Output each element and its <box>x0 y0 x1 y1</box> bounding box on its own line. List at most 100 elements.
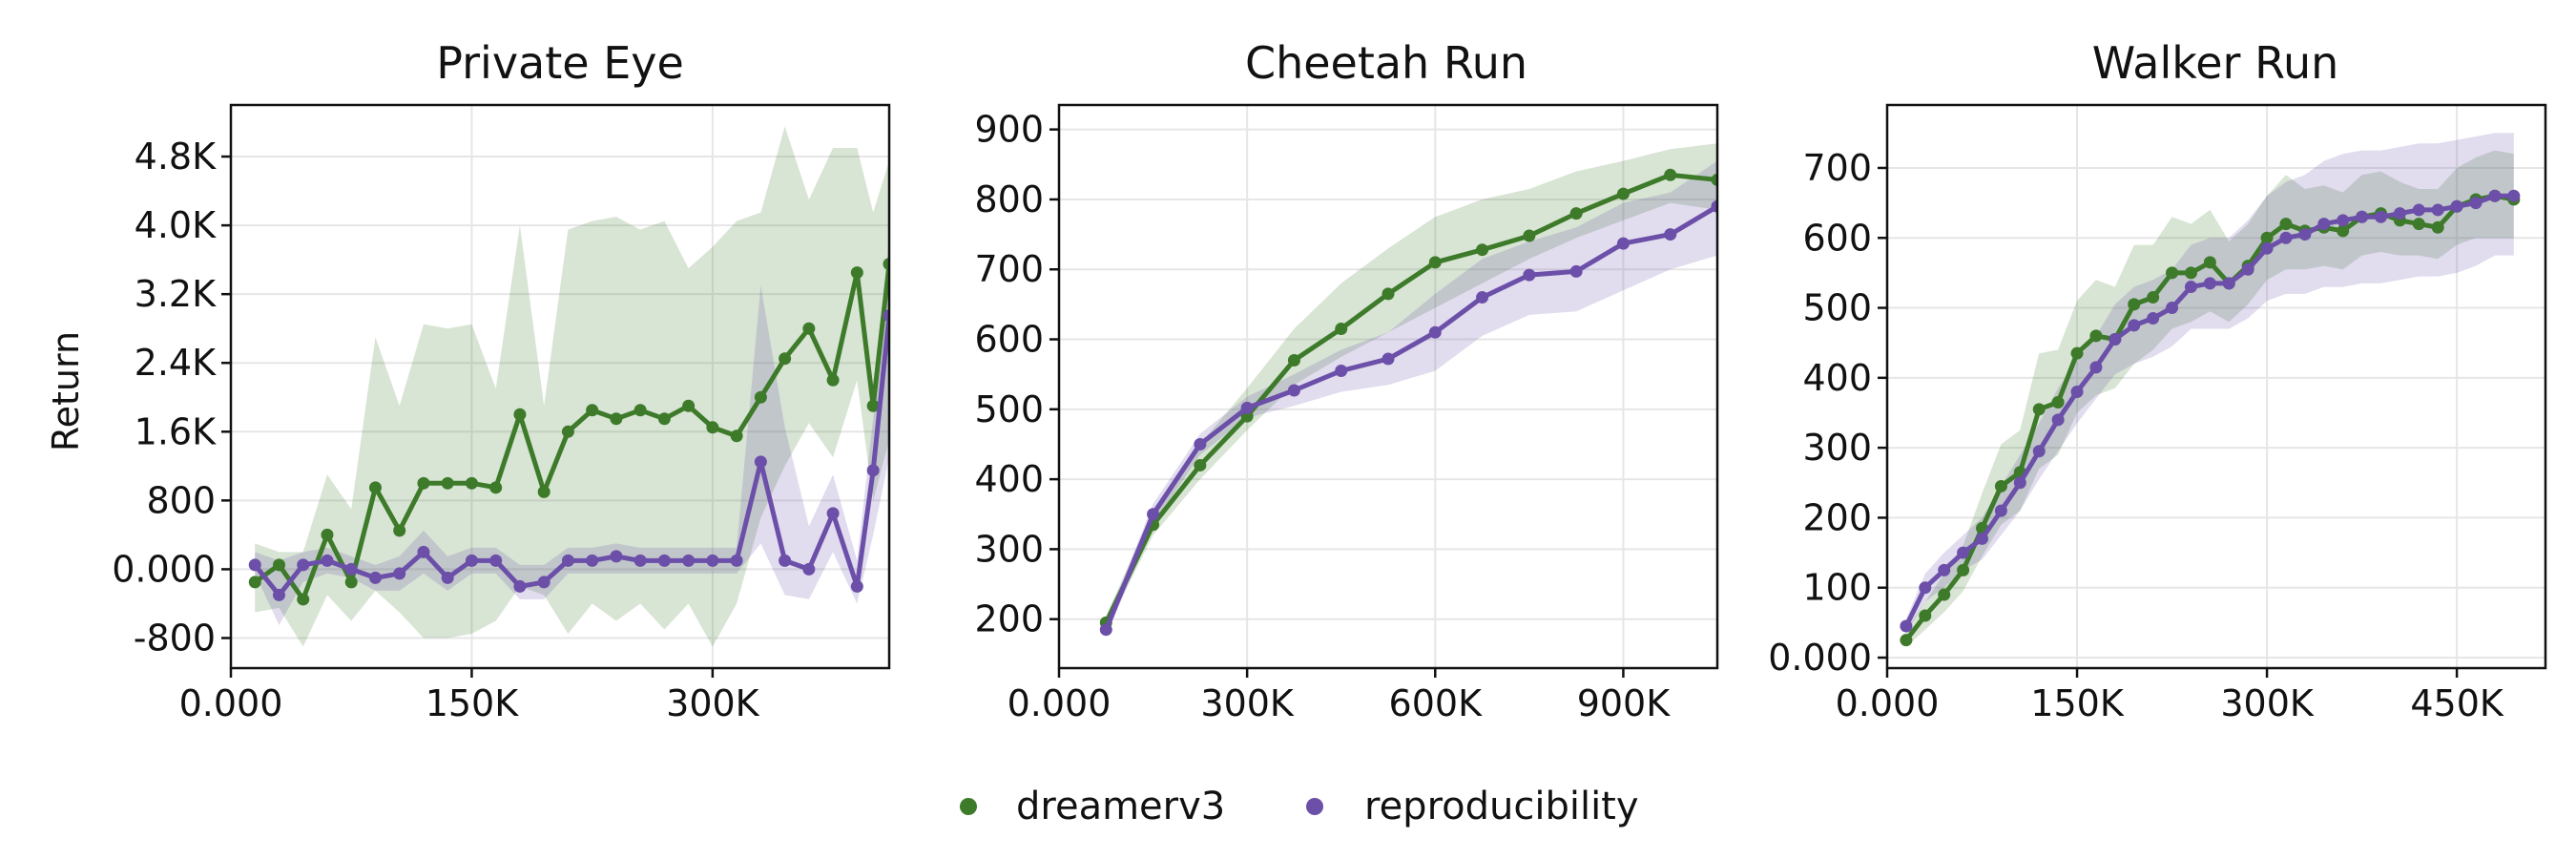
data-point-reproducibility <box>465 554 478 567</box>
data-point-reproducibility <box>2279 231 2293 244</box>
data-point-dreamerv3 <box>513 408 527 421</box>
data-point-reproducibility <box>802 562 816 576</box>
data-point-dreamerv3 <box>682 399 696 412</box>
data-point-dreamerv3 <box>417 476 430 490</box>
y-axis-label: Return <box>45 331 87 451</box>
data-point-reproducibility <box>513 579 527 593</box>
x-tick-label: 150K <box>2030 682 2125 724</box>
data-point-dreamerv3 <box>1938 588 1951 601</box>
data-point-reproducibility <box>866 464 880 477</box>
data-point-dreamerv3 <box>1994 479 2007 492</box>
data-point-reproducibility <box>2241 262 2254 276</box>
y-tick-label: 3.2K <box>135 273 217 315</box>
data-point-dreamerv3 <box>802 322 816 335</box>
data-point-dreamerv3 <box>465 476 478 490</box>
legend-marker-reproducibility <box>1306 798 1323 815</box>
data-point-dreamerv3 <box>1381 287 1395 301</box>
data-point-reproducibility <box>657 554 671 567</box>
data-point-dreamerv3 <box>1476 243 1489 257</box>
data-point-dreamerv3 <box>1287 354 1300 367</box>
y-tick-label: 700 <box>1802 147 1872 189</box>
data-point-reproducibility <box>2032 445 2046 458</box>
y-tick-label: 400 <box>1802 357 1872 399</box>
data-point-reproducibility <box>297 558 310 572</box>
data-point-reproducibility <box>2488 189 2502 202</box>
panel-walker-run: Walker Run 0.000 150K 300K 450K 0.000 100 200 3… <box>1768 37 2547 724</box>
x-tick-label: 0.000 <box>1836 682 1940 724</box>
data-point-dreamerv3 <box>883 258 889 271</box>
data-point-reproducibility <box>393 567 406 580</box>
data-point-dreamerv3 <box>754 390 767 404</box>
y-tick-label: 900 <box>974 109 1044 151</box>
data-point-reproducibility <box>2089 361 2103 374</box>
data-point-dreamerv3 <box>1335 323 1348 336</box>
plot-frame <box>1885 103 2547 670</box>
x-tick-label: 300K <box>1200 682 1295 724</box>
x-tick-label: 600K <box>1389 682 1484 724</box>
data-point-reproducibility <box>1664 228 1677 241</box>
data-point-reproducibility <box>248 558 261 572</box>
data-point-reproducibility <box>2507 189 2521 202</box>
data-point-reproducibility <box>730 554 743 567</box>
data-point-dreamerv3 <box>248 576 261 589</box>
data-point-dreamerv3 <box>272 558 285 572</box>
data-point-reproducibility <box>344 562 358 576</box>
y-tick-label: 0.000 <box>112 548 216 590</box>
data-point-dreamerv3 <box>2203 256 2216 269</box>
x-tick-label: 150K <box>426 682 520 724</box>
data-point-reproducibility <box>2070 385 2084 398</box>
data-point-reproducibility <box>2203 277 2216 290</box>
data-point-reproducibility <box>2450 199 2463 213</box>
data-point-reproducibility <box>634 554 647 567</box>
data-point-dreamerv3 <box>1523 229 1536 242</box>
data-point-dreamerv3 <box>2070 346 2084 360</box>
series-line-dreamerv3 <box>253 263 889 602</box>
y-tick-label: 700 <box>974 248 1044 290</box>
data-point-reproducibility <box>1938 563 1951 576</box>
data-point-dreamerv3 <box>2032 403 2046 416</box>
x-tick-label: 300K <box>666 682 760 724</box>
data-point-dreamerv3 <box>1919 609 1932 622</box>
x-tick-label: 900K <box>1577 682 1672 724</box>
data-point-reproducibility <box>754 455 767 469</box>
data-point-reproducibility <box>2166 302 2179 315</box>
y-tick-label: 800 <box>974 178 1044 220</box>
legend: dreamerv3 reproducibility <box>960 785 1639 828</box>
chart-title: Walker Run <box>2092 37 2339 89</box>
y-tick-label: 100 <box>1802 567 1872 609</box>
data-point-dreamerv3 <box>2431 220 2444 234</box>
y-tick-label: 0.000 <box>1768 637 1872 679</box>
data-point-reproducibility <box>1569 264 1583 278</box>
data-point-reproducibility <box>2393 207 2406 220</box>
data-point-reproducibility <box>321 554 334 567</box>
data-point-dreamerv3 <box>1900 634 1913 647</box>
data-point-dreamerv3 <box>2166 266 2179 280</box>
y-tick-label: 200 <box>1802 496 1872 538</box>
data-point-dreamerv3 <box>706 421 719 434</box>
data-point-dreamerv3 <box>826 373 840 387</box>
data-point-dreamerv3 <box>393 524 406 537</box>
series-line-dreamerv3 <box>1104 172 1717 624</box>
data-point-reproducibility <box>489 554 503 567</box>
data-point-dreamerv3 <box>1664 168 1677 181</box>
y-tick-label: 600 <box>1802 217 1872 259</box>
data-point-dreamerv3 <box>344 576 358 589</box>
data-point-dreamerv3 <box>368 481 382 494</box>
data-point-reproducibility <box>1381 352 1395 366</box>
data-point-reproducibility <box>1099 623 1112 637</box>
confidence-band-dreamerv3 <box>1905 150 2514 648</box>
data-point-reproducibility <box>1476 291 1489 304</box>
y-tick-label: 400 <box>974 458 1044 500</box>
data-point-dreamerv3 <box>730 430 743 443</box>
y-tick-label: -800 <box>134 617 216 659</box>
confidence-band-dreamerv3 <box>1106 143 1717 630</box>
data-point-reproducibility <box>2469 197 2483 210</box>
plot-area <box>248 126 889 647</box>
data-point-reproducibility <box>1900 619 1913 633</box>
series-line-reproducibility <box>1103 204 1717 631</box>
data-point-dreamerv3 <box>779 352 792 366</box>
data-point-reproducibility <box>850 579 863 593</box>
data-point-dreamerv3 <box>2184 266 2197 280</box>
legend-label-dreamerv3: dreamerv3 <box>1016 785 1225 828</box>
y-tick-label: 200 <box>974 598 1044 640</box>
